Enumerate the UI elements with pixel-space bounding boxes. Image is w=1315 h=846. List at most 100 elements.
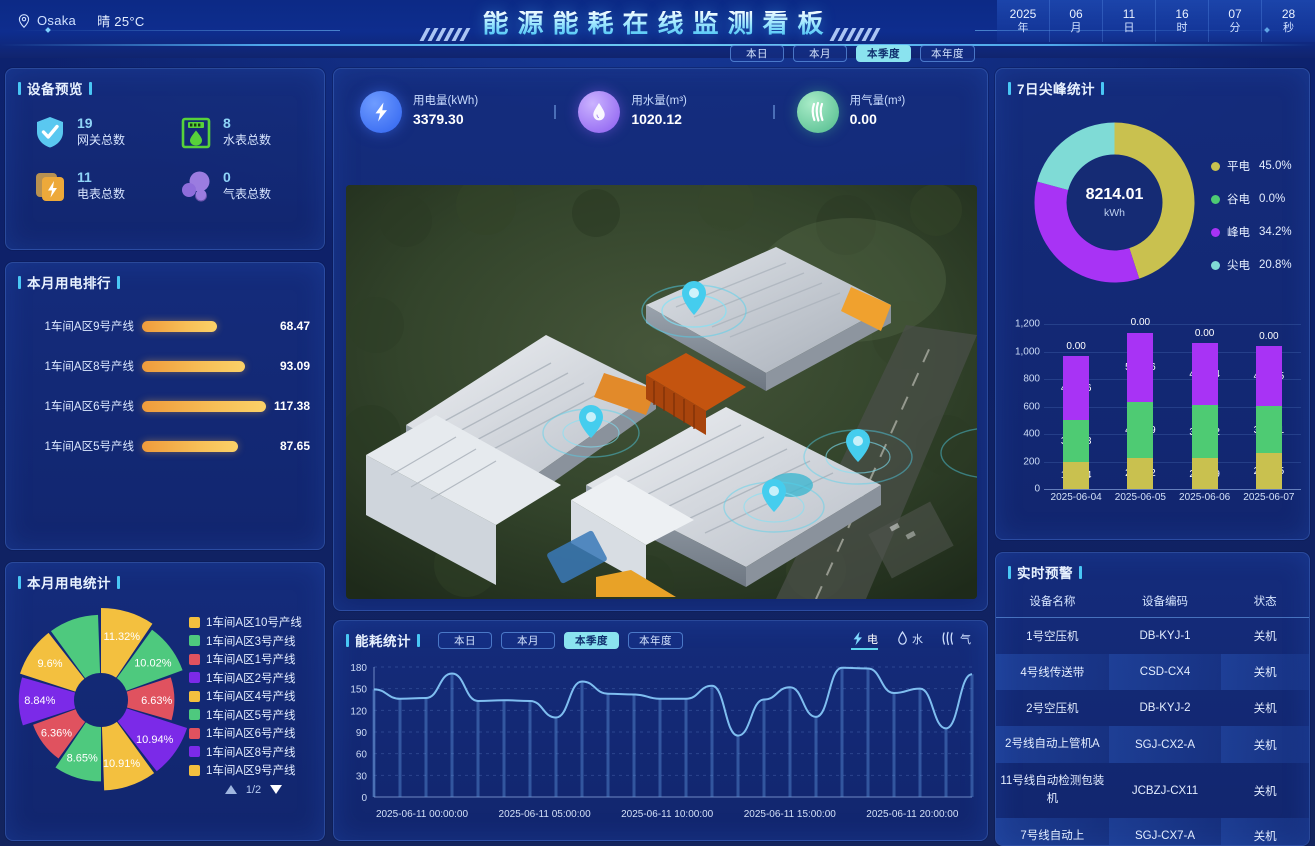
cell-device-name: 4号线传送带 [996,654,1109,690]
legend-color-chip [189,653,200,665]
rank-row[interactable]: 1车间A区6号产线 117.38 [16,398,310,414]
water-meter-icon [178,114,214,150]
panel-title: 本月用电排行 [6,263,324,292]
bar-column[interactable]: 260.55342.71435.150.00 [1237,324,1301,489]
metric-electricity[interactable]: 用电量(kWh) 3379.30 [360,91,550,133]
factory-aerial-image[interactable] [346,185,977,599]
rank-row-label: 1车间A区5号产线 [44,441,134,453]
energy-tab-quarter[interactable]: 本季度 [564,631,619,649]
rank-row[interactable]: 1车间A区5号产线 87.65 [16,438,310,454]
metric-water[interactable]: 用水量(m³) 1020.12 [578,91,768,133]
tab-today[interactable]: 本日 [730,45,784,62]
energy-statistics-panel: 能耗统计 本日 本月 本季度 本年度 电 水 [333,620,988,841]
location-name: Osaka [37,13,77,28]
legend-item[interactable]: 1车间A区2号产线 [189,670,318,686]
bolt-icon [360,91,402,133]
legend-item[interactable]: 1车间A区6号产线 [189,725,318,741]
legend-item-flat[interactable]: 平电 45.0% [1211,158,1292,174]
electric-meter-icon [32,168,68,204]
cell-status: 关机 [1253,703,1277,715]
device-count: 8 [223,115,231,132]
legend-color-chip [189,690,200,702]
table-row[interactable]: 2号空压机 DB-KYJ-2 关机 [996,690,1309,726]
weather-text: 晴 25°C [97,14,145,29]
peak-statistics-panel: 7日尖峰统计 8214.01 kWh 平电 45.0% [995,68,1310,540]
donut-center-overlay: 8214.01 kWh [1032,120,1197,285]
device-stat-gateway[interactable]: 19 网关总数 [32,114,168,150]
cell-device-code: SGJ-CX7-A [1108,817,1222,845]
clock-value: 07 [1228,6,1242,21]
bar-segment [1191,404,1218,459]
cell-device-name: 11号线自动检测包装机 [1000,775,1105,805]
svg-text:6.36%: 6.36% [41,727,72,739]
table-row[interactable]: 7号线自动上 SGJ-CX7-A 关机 [996,817,1309,845]
energy-tab-month[interactable]: 本月 [501,631,555,649]
monthly-rank-panel: 本月用电排行 1车间A区9号产线 68.47 1车间A区8号产线 93.09 1… [5,262,325,550]
alarm-table: 设备名称 设备编码 状态 1号空压机 DB-KYJ-1 关机 4号线传送带 CS… [996,586,1309,845]
legend-label: 尖电 [1227,260,1250,272]
peak-title: 7日尖峰统计 [1017,82,1096,97]
clock-segment-day: 11 日 [1103,0,1156,42]
table-row[interactable]: 11号线自动检测包装机 JCBZJ-CX11 关机 [996,763,1309,818]
cell-device-name: 1号空压机 [1026,631,1079,643]
triangle-down-icon[interactable] [270,785,283,794]
pie-panel-title: 本月用电统计 [27,576,111,591]
legend-item[interactable]: 1车间A区10号产线 [189,614,318,630]
energy-mode-gas[interactable]: 气 [941,631,971,650]
energy-tab-today[interactable]: 本日 [438,631,492,649]
title-bar-icon [417,633,420,647]
energy-mode-water[interactable]: 水 [896,631,923,650]
legend-item-sharp[interactable]: 尖电 20.8% [1211,257,1292,273]
y-tick: 1,200 [1014,318,1040,330]
metric-value: 3379.30 [413,111,464,128]
device-stat-electric-meter[interactable]: 11 电表总数 [32,168,168,204]
title-bar-icon [18,81,21,95]
metric-gas[interactable]: 用气量(m³) 0.00 [796,91,987,133]
legend-item-peak[interactable]: 峰电 34.2% [1211,224,1292,240]
legend-label: 1车间A区1号产线 [206,654,296,666]
triangle-up-icon[interactable] [224,785,237,794]
device-stat-water-meter[interactable]: 8 水表总数 [178,114,314,150]
bar-column[interactable]: 198.94305.48460.560.00 [1044,324,1108,489]
energy-mode-electricity[interactable]: 电 [851,631,878,650]
legend-item[interactable]: 1车间A区4号产线 [189,688,318,704]
legend-label: 平电 [1227,161,1250,173]
legend-color-chip [189,709,200,720]
tab-month[interactable]: 本月 [793,45,847,62]
clock-value: 16 [1175,6,1189,21]
bar-column[interactable]: 227.92403.59506.860.00 [1108,317,1172,489]
tab-year[interactable]: 本年度 [920,45,975,62]
device-count: 0 [223,169,231,186]
water-drop-icon [578,91,621,133]
energy-tab-year[interactable]: 本年度 [628,631,683,649]
legend-item[interactable]: 1车间A区9号产线 [189,762,318,778]
legend-item[interactable]: 1车间A区3号产线 [189,633,318,649]
peak-stacked-bar-chart[interactable]: 1,200 1,000 800 600 400 200 0 198.94305.… [1002,317,1305,524]
svg-text:2025-06-11 05:00:00: 2025-06-11 05:00:00 [499,809,592,820]
table-row[interactable]: 2号线自动上管机A SGJ-CX2-A 关机 [996,726,1309,764]
clock-segment-year: 2025 年 [997,0,1050,42]
device-stat-gas-meter[interactable]: 0 气表总数 [178,168,314,204]
legend-item[interactable]: 1车间A区1号产线 [189,651,318,667]
peak-donut-chart[interactable] [1032,120,1197,285]
legend-item[interactable]: 1车间A区5号产线 [189,707,318,723]
bar-segment [1127,332,1154,403]
bar-segment [1063,461,1090,489]
table-row[interactable]: 1号空压机 DB-KYJ-1 关机 [996,618,1309,655]
legend-item-valley[interactable]: 谷电 0.0% [1211,191,1292,207]
tab-quarter[interactable]: 本季度 [856,45,911,62]
energy-line-chart[interactable]: 0 30 60 90 120 150 180 2025-06-11 00:00:00 2025-… [340,659,980,839]
legend-item[interactable]: 1车间A区8号产线 [189,744,318,760]
header-underline [0,44,1315,46]
rank-row[interactable]: 1车间A区9号产线 68.47 [16,318,310,334]
device-label: 水表总数 [223,132,272,147]
cell-status: 关机 [1253,785,1277,798]
table-row[interactable]: 4号线传送带 CSD-CX4 关机 [996,654,1309,690]
bar-column[interactable]: 222.79390.62450.940.00 [1173,324,1237,489]
y-tick: 800 [1023,373,1040,385]
nightingale-rose-chart[interactable]: 11.32% 10.02% 6.63% 10.94% 10.91% 8.65% 6.36% 8… [14,600,189,800]
metric-value: 1020.12 [631,111,682,128]
rank-row[interactable]: 1车间A区8号产线 93.09 [16,358,310,374]
donut-center-unit: kWh [1104,207,1125,219]
svg-text:11.32%: 11.32% [104,631,141,643]
